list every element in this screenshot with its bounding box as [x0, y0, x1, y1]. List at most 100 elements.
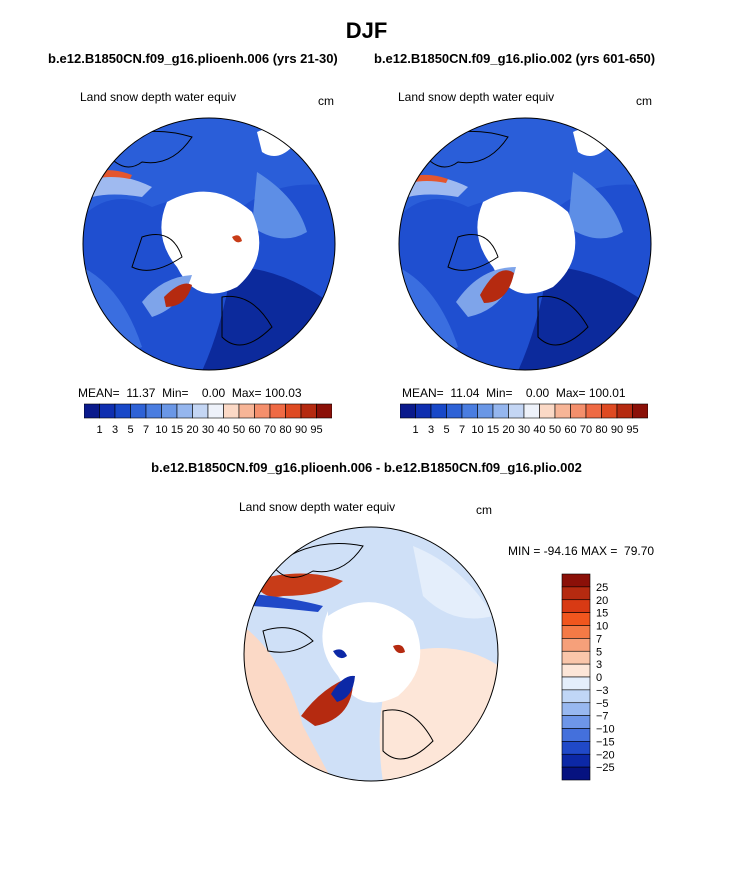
colorbar-swatch: [508, 403, 525, 419]
colorbar-swatch: [415, 403, 432, 419]
colorbar-tick-label: 80: [279, 424, 291, 436]
left-panel-subtitle: b.e12.B1850CN.f09_g16.plioenh.006 (yrs 2…: [48, 51, 338, 66]
colorbar-swatch: [561, 766, 591, 781]
colorbar-swatch: [561, 728, 591, 742]
colorbar-swatch: [561, 638, 591, 652]
right-colorbar-ticks: 1 3 5 7 10 15 20 30 40 50 60 70 80 90 95: [412, 424, 638, 436]
colorbar-tick-label: 15: [596, 608, 608, 620]
colorbar-swatch: [570, 403, 587, 419]
colorbar-tick-label: 5: [596, 646, 602, 658]
colorbar-swatch: [161, 403, 178, 419]
colorbar-tick-label: 10: [596, 621, 608, 633]
colorbar-swatch: [554, 403, 571, 419]
right-colorbar-swatches: [400, 403, 648, 419]
colorbar-swatch: [561, 741, 591, 755]
colorbar-swatch: [477, 403, 494, 419]
colorbar-tick-label: 3: [596, 659, 602, 671]
colorbar-tick-label: 80: [595, 424, 607, 436]
colorbar-swatch: [461, 403, 478, 419]
colorbar-swatch: [561, 715, 591, 729]
colorbar-tick-label: 25: [596, 582, 608, 594]
colorbar-tick-label: 90: [295, 424, 307, 436]
colorbar-swatch: [254, 403, 271, 419]
colorbar-tick-label: 7: [596, 633, 602, 645]
colorbar-swatch: [585, 403, 602, 419]
colorbar-swatch: [430, 403, 447, 419]
colorbar-tick-label: −25: [596, 762, 615, 774]
colorbar-tick-label: 30: [518, 424, 530, 436]
right-panel-units: cm: [636, 94, 652, 108]
colorbar-tick-label: 7: [459, 424, 465, 436]
right-panel-subtitle: b.e12.B1850CN.f09_g16.plio.002 (yrs 601-…: [374, 51, 656, 66]
colorbar-swatch: [300, 403, 317, 419]
colorbar-tick-label: 95: [310, 424, 322, 436]
colorbar-tick-label: 20: [186, 424, 198, 436]
colorbar-swatch: [561, 586, 591, 601]
colorbar-tick-label: 1: [412, 424, 418, 436]
colorbar-swatch: [561, 573, 591, 588]
colorbar-swatch: [207, 403, 224, 419]
colorbar-tick-label: 40: [533, 424, 545, 436]
colorbar-tick-label: 5: [127, 424, 133, 436]
colorbar-tick-label: 50: [549, 424, 561, 436]
colorbar-tick-label: 50: [233, 424, 245, 436]
left-colorbar-ticks: 1 3 5 7 10 15 20 30 40 50 60 70 80 90 95: [96, 424, 322, 436]
colorbar-swatch: [561, 599, 591, 613]
figure-title: DJF: [345, 18, 388, 43]
colorbar-swatch: [316, 403, 332, 419]
colorbar-swatch: [561, 753, 591, 768]
colorbar-swatch: [523, 403, 540, 419]
colorbar-tick-label: −7: [596, 711, 609, 723]
difference-panel-polar-map: [243, 526, 499, 782]
difference-panel-units: cm: [476, 503, 492, 517]
colorbar-tick-label: 95: [626, 424, 638, 436]
colorbar-swatch: [561, 625, 591, 639]
right-panel-colorbar: 1 3 5 7 10 15 20 30 40 50 60 70 80 90 95: [400, 403, 648, 436]
colorbar-swatch: [616, 403, 633, 419]
colorbar-tick-label: 60: [564, 424, 576, 436]
colorbar-swatch: [176, 403, 193, 419]
colorbar-tick-label: −15: [596, 736, 615, 748]
colorbar-swatch: [561, 650, 591, 665]
left-panel-polar-map: [82, 117, 336, 371]
left-panel-stats: MEAN= 11.37 Min= 0.00 Max= 100.03: [78, 386, 302, 400]
colorbar-tick-label: 0: [596, 672, 602, 684]
colorbar-swatch: [561, 689, 591, 704]
colorbar-swatch: [601, 403, 618, 419]
colorbar-tick-label: 20: [596, 595, 608, 607]
colorbar-swatch: [223, 403, 240, 419]
right-panel-stats: MEAN= 11.04 Min= 0.00 Max= 100.01: [402, 386, 626, 400]
colorbar-swatch: [561, 663, 591, 678]
difference-panel-stats: MIN = -94.16 MAX = 79.70: [508, 544, 655, 558]
colorbar-tick-label: −3: [596, 685, 609, 697]
colorbar-tick-label: 30: [202, 424, 214, 436]
colorbar-tick-label: −20: [596, 749, 615, 761]
colorbar-tick-label: 3: [428, 424, 434, 436]
colorbar-tick-label: −5: [596, 698, 609, 710]
colorbar-tick-label: 20: [502, 424, 514, 436]
colorbar-tick-label: 40: [217, 424, 229, 436]
left-panel-units: cm: [318, 94, 334, 108]
colorbar-tick-label: 1: [96, 424, 102, 436]
colorbar-swatch: [114, 403, 131, 419]
colorbar-tick-label: 7: [143, 424, 149, 436]
difference-panel-subtitle: b.e12.B1850CN.f09_g16.plioenh.006 - b.e1…: [151, 460, 582, 475]
colorbar-tick-label: 5: [443, 424, 449, 436]
left-colorbar-swatches: [84, 403, 332, 419]
left-panel-colorbar: 1 3 5 7 10 15 20 30 40 50 60 70 80 90 95: [84, 403, 332, 436]
colorbar-swatch: [99, 403, 116, 419]
colorbar-swatch: [192, 403, 209, 419]
colorbar-swatch: [561, 612, 591, 626]
colorbar-tick-label: 10: [471, 424, 483, 436]
colorbar-swatch: [145, 403, 162, 419]
right-panel-variable-label: Land snow depth water equiv: [398, 90, 555, 104]
colorbar-swatch: [130, 403, 147, 419]
colorbar-swatch: [539, 403, 556, 419]
colorbar-swatch: [561, 676, 591, 691]
left-panel-variable-label: Land snow depth water equiv: [80, 90, 237, 104]
colorbar-tick-label: 60: [248, 424, 260, 436]
colorbar-tick-label: 3: [112, 424, 118, 436]
colorbar-tick-label: −10: [596, 724, 615, 736]
